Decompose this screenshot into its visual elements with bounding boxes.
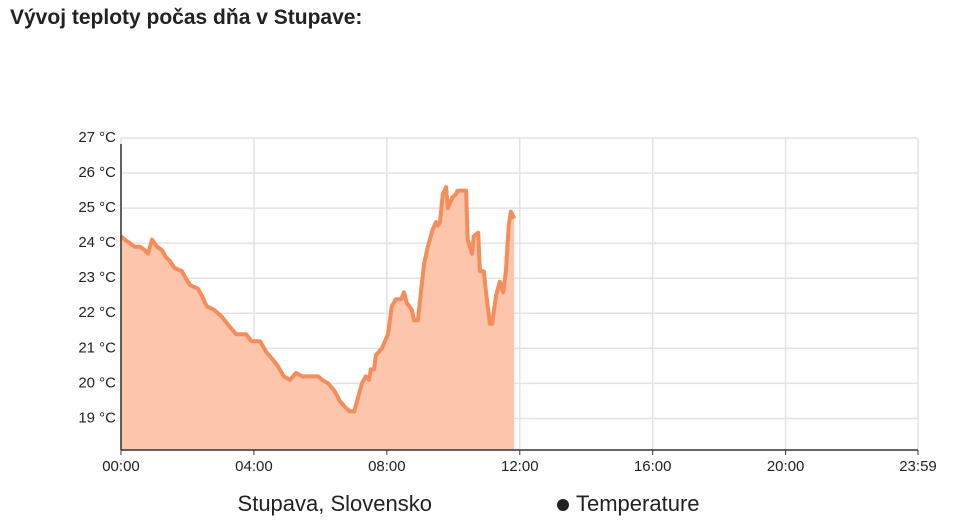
legend-label: Temperature — [576, 491, 700, 516]
x-tick-label: 00:00 — [102, 458, 140, 475]
x-tick-label: 12:00 — [501, 458, 539, 475]
chart-subtitle: Stupava, Slovensko — [238, 491, 432, 516]
y-tick-label: 25 °C — [78, 199, 116, 216]
legend-marker — [557, 499, 569, 511]
line — [119, 185, 517, 414]
x-tick-label: 08:00 — [368, 458, 406, 475]
x-tick-label: 04:00 — [235, 458, 273, 475]
y-tick-label: 24 °C — [78, 234, 116, 251]
x-tick-label: 23:59 — [899, 458, 937, 475]
y-tick-label: 27 °C — [78, 129, 116, 146]
y-tick-label: 22 °C — [78, 304, 116, 321]
x-tick-label: 16:00 — [634, 458, 672, 475]
y-tick-label: 23 °C — [78, 269, 116, 286]
y-tick-label: 26 °C — [78, 164, 116, 181]
area — [121, 187, 515, 450]
y-tick-label: 21 °C — [78, 339, 116, 356]
x-tick-label: 20:00 — [767, 458, 805, 475]
y-tick-label: 20 °C — [78, 374, 116, 391]
chart-title: Vývoj teploty počas dňa v Stupave: — [10, 6, 363, 29]
y-tick-label: 19 °C — [78, 409, 116, 426]
